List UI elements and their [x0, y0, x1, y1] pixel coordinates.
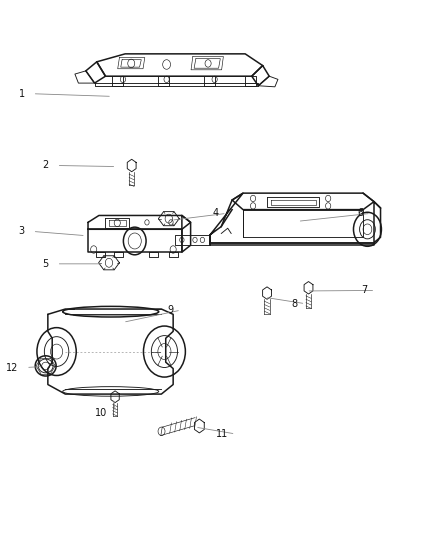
Text: 6: 6: [357, 208, 363, 219]
Text: 7: 7: [361, 286, 367, 295]
Text: 8: 8: [291, 298, 297, 309]
Text: 12: 12: [6, 362, 18, 373]
Text: 2: 2: [42, 160, 49, 171]
Text: 4: 4: [213, 208, 219, 219]
Text: 11: 11: [215, 429, 228, 439]
Text: 1: 1: [18, 88, 25, 99]
Text: 9: 9: [167, 305, 173, 315]
Text: 5: 5: [42, 259, 49, 269]
Text: 3: 3: [18, 227, 25, 237]
Text: 10: 10: [95, 408, 108, 418]
